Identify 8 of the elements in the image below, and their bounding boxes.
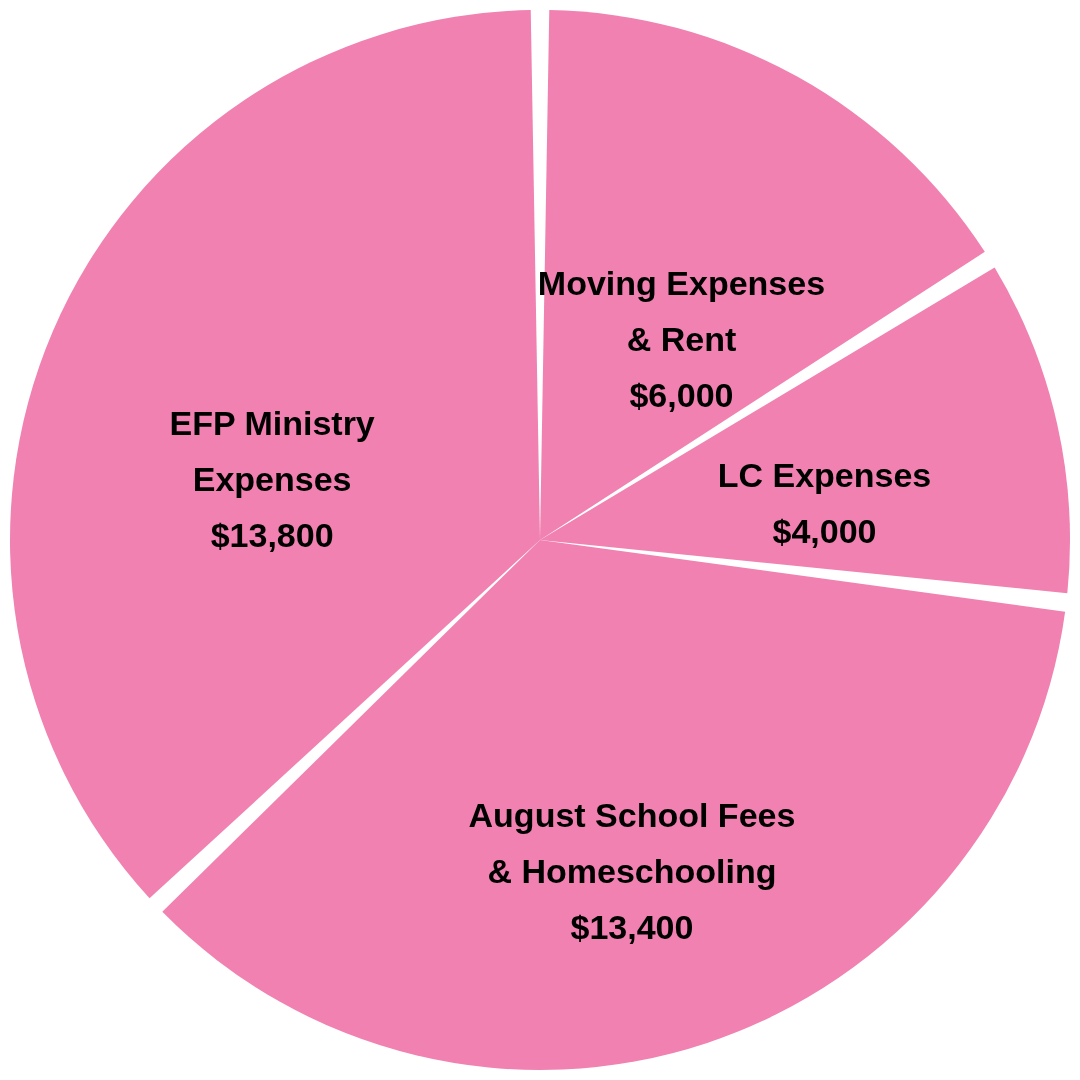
slice-label: LC Expenses — [717, 455, 932, 494]
slice-label: EFP Ministry Expenses — [169, 404, 375, 499]
data-label: $4,000 — [772, 511, 877, 550]
data-label: $13,800 — [210, 516, 334, 555]
slice-label: Moving Expenses & Rent — [537, 264, 826, 359]
slice-label: August School Fees & Homeschooling — [468, 795, 796, 890]
data-label: $6,000 — [629, 376, 734, 415]
data-label: $13,400 — [570, 907, 694, 946]
